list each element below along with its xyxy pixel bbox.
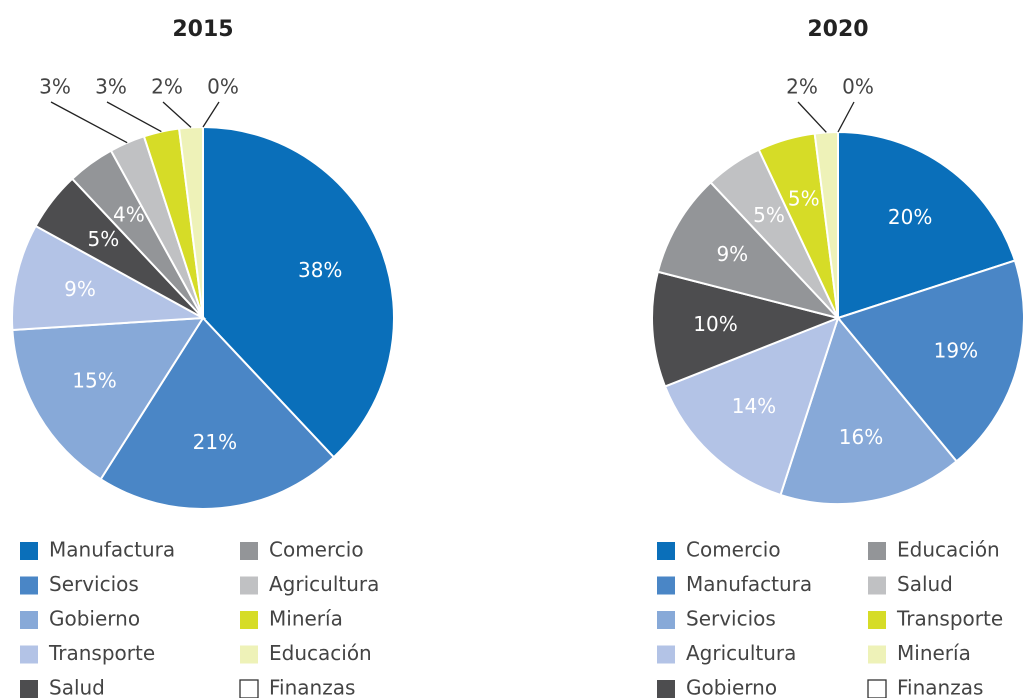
slice-label: 19% xyxy=(934,339,978,363)
legend-label: Salud xyxy=(49,676,105,698)
slice-label: 3% xyxy=(95,75,127,99)
legend-label: Transporte xyxy=(896,607,1003,631)
slice-label: 38% xyxy=(298,258,342,282)
slice-label: 15% xyxy=(72,369,116,393)
legend-swatch xyxy=(20,611,38,629)
pie-slice xyxy=(99,316,336,510)
slice-label: 5% xyxy=(88,227,120,251)
legend-label: Servicios xyxy=(686,607,776,631)
pie-slice xyxy=(651,270,842,388)
legend-swatch xyxy=(657,611,675,629)
pie-slice xyxy=(11,316,205,481)
legend-label: Agricultura xyxy=(269,572,379,596)
legend-swatch xyxy=(239,679,259,698)
slice-label: 5% xyxy=(753,203,785,227)
slice-label: 16% xyxy=(839,425,883,449)
slice-label: 3% xyxy=(39,75,71,99)
legend-label: Gobierno xyxy=(686,676,777,698)
slice-label: 9% xyxy=(64,277,96,301)
leader-line xyxy=(202,101,220,128)
leader-line xyxy=(837,101,855,133)
legend-label: Comercio xyxy=(686,538,781,562)
chart-title: 2015 xyxy=(172,17,233,42)
legend-swatch xyxy=(240,542,258,560)
legend-swatch xyxy=(657,576,675,595)
pie-slice xyxy=(836,259,1023,463)
leader-line xyxy=(797,101,827,133)
legend-label: Minería xyxy=(269,607,343,631)
legend-swatch xyxy=(20,645,38,664)
legend-label: Agricultura xyxy=(686,641,796,665)
pie-slice xyxy=(663,316,840,497)
legend-swatch xyxy=(868,576,886,595)
slice-label: 5% xyxy=(788,187,820,211)
leader-line xyxy=(106,101,162,133)
slice-label: 10% xyxy=(693,312,737,336)
legend-swatch xyxy=(240,645,258,664)
pie-slice xyxy=(202,125,395,459)
legend-label: Manufactura xyxy=(686,572,812,596)
legend-label: Educación xyxy=(897,538,1000,562)
slice-label: 21% xyxy=(193,430,237,454)
legend-label: Manufactura xyxy=(49,538,175,562)
legend-swatch xyxy=(240,611,258,629)
legend-swatch xyxy=(20,542,38,560)
slice-label: 9% xyxy=(716,242,748,266)
chart-title: 2020 xyxy=(807,17,868,42)
legend-label: Finanzas xyxy=(269,676,355,698)
legend-swatch xyxy=(657,645,675,664)
slice-label: 4% xyxy=(113,203,145,227)
slice-label: 2% xyxy=(151,75,183,99)
legend-label: Minería xyxy=(897,641,971,665)
legend-swatch xyxy=(868,645,886,664)
legend-swatch xyxy=(657,680,675,698)
legend-label: Educación xyxy=(269,641,372,665)
legend-swatch xyxy=(868,542,886,560)
leader-line xyxy=(162,101,192,128)
legend-swatch xyxy=(657,542,675,560)
legend-label: Finanzas xyxy=(897,676,983,698)
legend-label: Transporte xyxy=(48,641,155,665)
legend-swatch xyxy=(867,679,887,698)
legend-swatch xyxy=(20,576,38,595)
slice-label: 0% xyxy=(207,75,239,99)
pie-slice xyxy=(11,224,207,332)
pie-slice xyxy=(837,130,1017,320)
slice-label: 14% xyxy=(732,394,776,418)
legend-label: Comercio xyxy=(269,538,364,562)
slice-label: 20% xyxy=(888,205,932,229)
legend-label: Servicios xyxy=(49,572,139,596)
leader-line xyxy=(50,101,128,144)
legend-swatch xyxy=(20,680,38,698)
legend-swatch xyxy=(240,576,258,595)
slice-label: 0% xyxy=(842,75,874,99)
slice-label: 2% xyxy=(786,75,818,99)
pie-slice xyxy=(656,180,842,320)
pie-slice xyxy=(779,315,958,505)
legend-label: Salud xyxy=(897,572,953,596)
legend-swatch xyxy=(868,611,886,629)
legend-label: Gobierno xyxy=(49,607,140,631)
